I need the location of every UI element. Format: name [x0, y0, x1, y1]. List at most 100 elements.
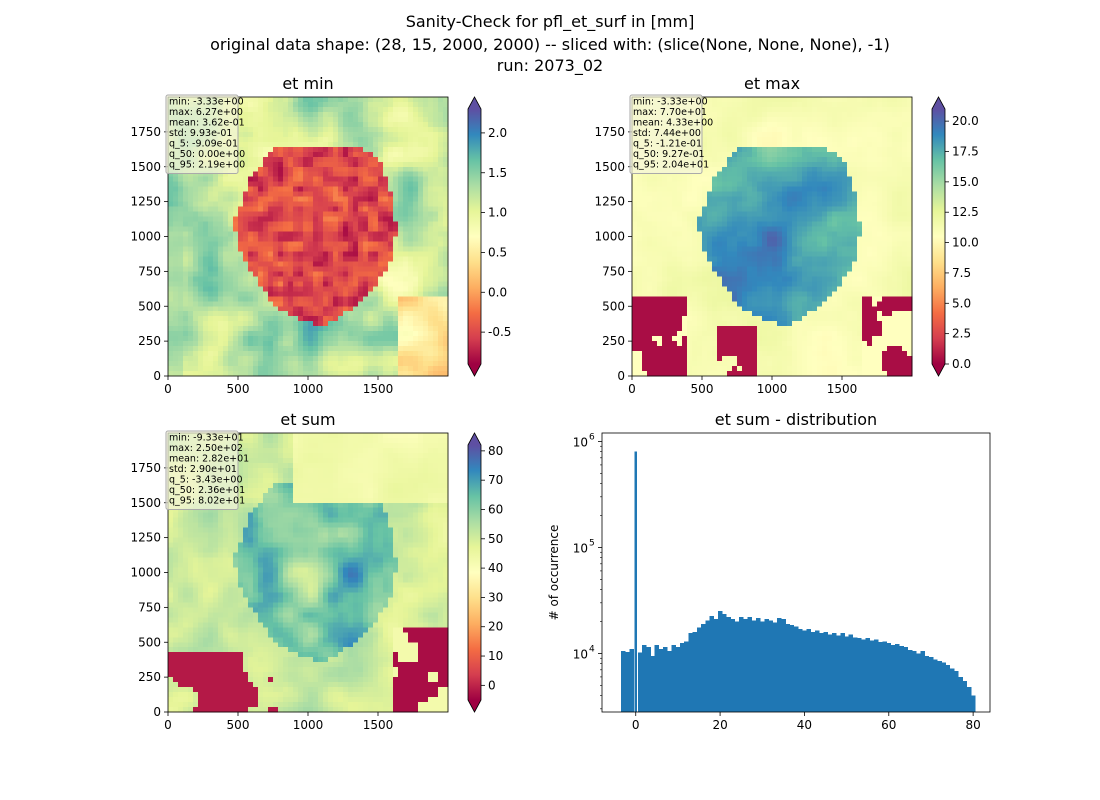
heatmap-cell: [433, 201, 439, 208]
heatmap-cell: [368, 146, 374, 153]
heatmap-cell: [303, 366, 309, 372]
heatmap-cell: [333, 176, 339, 183]
heatmap-cell: [258, 311, 264, 317]
heatmap-cell: [877, 126, 883, 133]
heatmap-cell: [752, 121, 758, 128]
heatmap-cell: [882, 221, 888, 227]
heatmap-cell: [308, 291, 314, 297]
heatmap-cell: [792, 161, 798, 168]
heatmap-cell: [213, 266, 219, 272]
heatmap-cell: [862, 196, 868, 203]
heatmap-cell: [817, 206, 823, 212]
heatmap-cell: [298, 296, 304, 302]
heatmap-cell: [183, 171, 189, 178]
heatmap-cell: [313, 341, 319, 347]
heatmap-cell: [423, 331, 429, 337]
heatmap-cell: [413, 201, 419, 208]
heatmap-cell: [413, 131, 419, 138]
heatmap-cell: [707, 181, 713, 188]
heatmap-cell: [782, 161, 788, 168]
heatmap-cell: [827, 97, 833, 103]
heatmap-cell: [707, 131, 713, 138]
heatmap-cell: [253, 271, 259, 277]
heatmap-cell: [403, 206, 409, 212]
heatmap-cell: [867, 116, 873, 123]
heatmap-cell: [223, 191, 229, 198]
heatmap-cell: [782, 176, 788, 183]
heatmap-cell: [223, 226, 229, 232]
heatmap-cell: [378, 326, 384, 332]
heatmap-cell: [832, 136, 838, 143]
heatmap-cell: [398, 131, 404, 138]
heatmap-cell: [203, 256, 209, 262]
heatmap-cell: [203, 261, 209, 267]
heatmap-cell: [253, 371, 259, 377]
heatmap-cell: [697, 211, 703, 217]
heatmap-cell: [253, 331, 259, 337]
heatmap-cell: [867, 246, 873, 252]
heatmap-cell: [388, 301, 394, 307]
heatmap-cell: [877, 166, 883, 173]
heatmap-cell: [428, 326, 434, 332]
heatmap-cell: [443, 371, 449, 377]
heatmap-cell: [298, 246, 304, 252]
heatmap-cell: [328, 221, 334, 227]
heatmap-cell: [782, 156, 788, 163]
heatmap-cell: [313, 261, 319, 267]
heatmap-cell: [358, 326, 364, 332]
heatmap-cell: [378, 146, 384, 153]
heatmap-cell: [328, 166, 334, 173]
heatmap-cell: [303, 311, 309, 317]
heatmap-cell: [213, 206, 219, 212]
heatmap-cell: [238, 361, 244, 367]
heatmap-cell: [403, 146, 409, 153]
heatmap-cell: [288, 211, 294, 217]
heatmap-cell: [168, 251, 174, 257]
heatmap-cell: [398, 156, 404, 163]
heatmap-cell: [787, 251, 793, 257]
heatmap-cell: [208, 176, 214, 183]
heatmap-cell: [383, 151, 389, 158]
heatmap-cell: [378, 176, 384, 183]
heatmap-cell: [188, 251, 194, 257]
heatmap-cell: [418, 136, 424, 143]
heatmap-cell: [353, 231, 359, 237]
heatmap-cell: [403, 176, 409, 183]
heatmap-cell: [752, 106, 758, 113]
heatmap-cell: [308, 246, 314, 252]
heatmap-cell: [433, 331, 439, 337]
heatmap-cell: [233, 331, 239, 337]
heatmap-cell: [403, 281, 409, 287]
heatmap-cell: [732, 171, 738, 178]
heatmap-cell: [747, 251, 753, 257]
heatmap-cell: [637, 201, 643, 208]
heatmap-cell: [897, 251, 903, 257]
heatmap-cell: [283, 341, 289, 347]
heatmap-cell: [253, 97, 259, 103]
heatmap-cell: [338, 126, 344, 133]
heatmap-cell: [333, 346, 339, 352]
heatmap-cell: [667, 206, 673, 212]
heatmap-cell: [288, 231, 294, 237]
heatmap-cell: [338, 131, 344, 138]
heatmap-cell: [807, 226, 813, 232]
heatmap-cell: [862, 216, 868, 222]
heatmap-cell: [418, 321, 424, 327]
heatmap-cell: [203, 271, 209, 277]
heatmap-cell: [438, 146, 444, 153]
heatmap-cell: [398, 186, 404, 193]
heatmap-cell: [907, 241, 913, 247]
heatmap-cell: [343, 166, 349, 173]
heatmap-cell: [193, 191, 199, 198]
heatmap-cell: [817, 136, 823, 143]
heatmap-cell: [438, 266, 444, 272]
heatmap-cell: [278, 226, 284, 232]
heatmap-cell: [652, 246, 658, 252]
heatmap-cell: [313, 111, 319, 118]
heatmap-cell: [273, 261, 279, 267]
heatmap-cell: [178, 326, 184, 332]
heatmap-cell: [767, 171, 773, 178]
heatmap-cell: [258, 211, 264, 217]
heatmap-cell: [727, 221, 733, 227]
heatmap-cell: [368, 171, 374, 178]
